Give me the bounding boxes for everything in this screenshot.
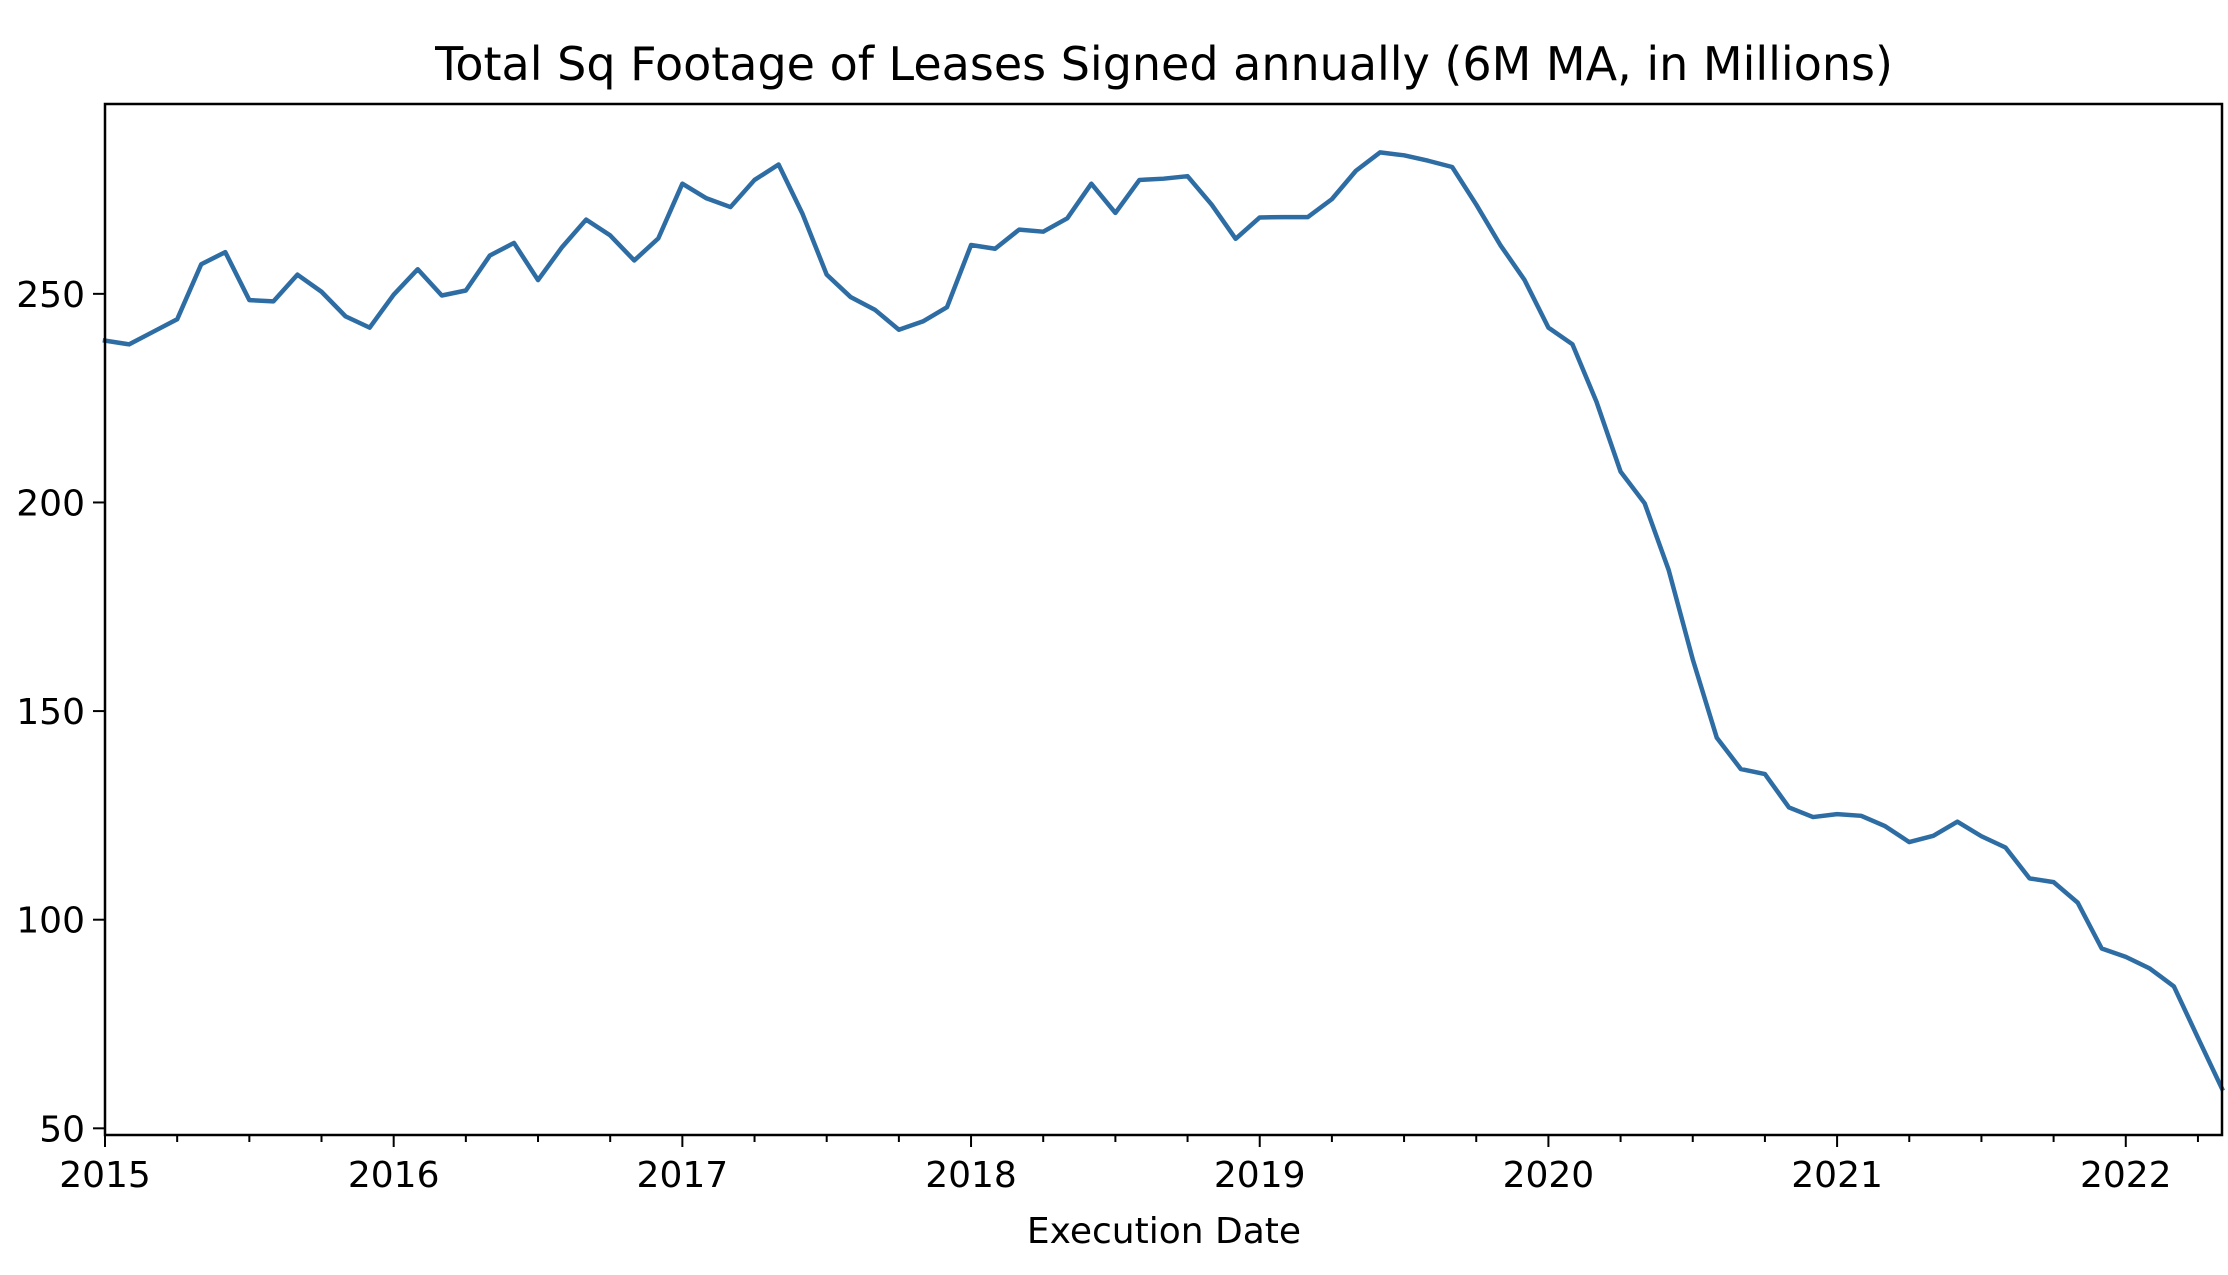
- y-tick-label: 250: [16, 275, 85, 316]
- plot-frame: [103, 102, 2224, 1137]
- y-axis-ticks: 50 100 150 200 250: [16, 275, 105, 1150]
- plot-area: [102, 150, 2225, 1092]
- x-axis-ticks: 2015 2016 2017 2018 2019 2020 2021 2022: [59, 1135, 2199, 1196]
- x-tick-label: 2021: [1791, 1155, 1883, 1196]
- x-tick-label: 2022: [2080, 1155, 2172, 1196]
- y-tick-label: 200: [16, 483, 85, 524]
- chart-title: Total Sq Footage of Leases Signed annual…: [434, 37, 1893, 91]
- y-tick-label: 50: [39, 1109, 85, 1150]
- x-tick-label: 2020: [1503, 1155, 1595, 1196]
- y-tick-label: 100: [16, 901, 85, 942]
- y-tick-label: 150: [16, 692, 85, 733]
- x-tick-label: 2017: [637, 1155, 729, 1196]
- x-tick-label: 2016: [348, 1155, 440, 1196]
- series-line: [102, 150, 2225, 1092]
- x-tick-label: 2015: [59, 1155, 151, 1196]
- x-tick-label: 2019: [1214, 1155, 1306, 1196]
- x-axis-label: Execution Date: [1027, 1211, 1301, 1252]
- x-tick-label: 2018: [925, 1155, 1017, 1196]
